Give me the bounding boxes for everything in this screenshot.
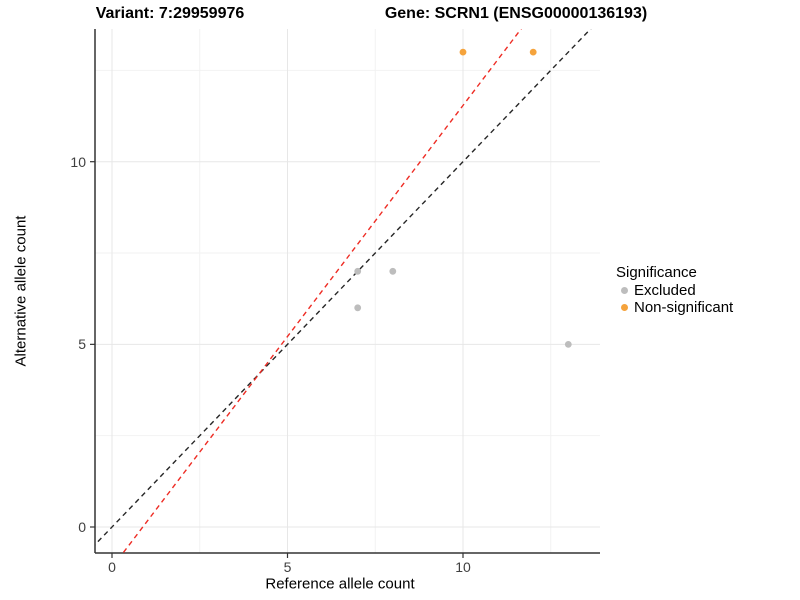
y-tick-label: 0 <box>78 519 86 535</box>
variant-title: Variant: 7:29959976 <box>95 5 245 22</box>
x-tick-label: 0 <box>108 559 116 575</box>
legend-item-label: Non-significant <box>634 299 734 316</box>
expected-ratio-line <box>122 29 522 553</box>
y-axis-title: Alternative allele count <box>12 215 30 367</box>
data-point-excluded <box>354 267 362 275</box>
x-axis-title: Reference allele count <box>265 575 415 593</box>
excluded-point-icon <box>621 287 628 294</box>
data-point-non-significant <box>459 48 467 56</box>
legend-item-excluded: Excluded <box>613 282 733 299</box>
legend-title: Significance <box>616 264 697 281</box>
x-tick-label: 5 <box>283 559 292 575</box>
legend: Significance Excluded Non-significant <box>613 263 733 316</box>
data-point-excluded <box>354 304 362 312</box>
gene-title: Gene: SCRN1 (ENSG00000136193) <box>384 5 648 22</box>
legend-item-label: Excluded <box>634 282 696 299</box>
y-tick-label: 5 <box>78 336 86 353</box>
data-point-excluded <box>389 267 397 275</box>
legend-item-non-significant: Non-significant <box>613 299 733 316</box>
y-tick-label: 10 <box>70 153 86 170</box>
x-tick-label: 10 <box>455 559 471 575</box>
identity-line <box>95 29 592 546</box>
data-point-excluded <box>564 340 572 348</box>
data-point-non-significant <box>529 48 537 56</box>
non-significant-point-icon <box>621 304 628 311</box>
